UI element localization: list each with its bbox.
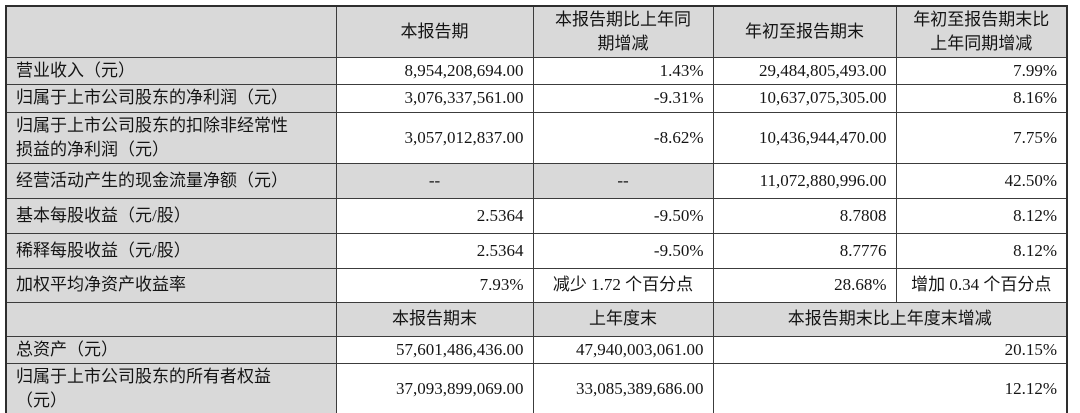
table-row-basic-eps: 基本每股收益（元/股） 2.5364 -9.50% 8.7808 8.12% (5, 197, 1068, 234)
column-header-end-of-period: 本报告期末 (335, 301, 534, 337)
column-header-ytd: 年初至报告期末 (712, 5, 897, 59)
cell-current-period-change: 减少 1.72 个百分点 (532, 267, 714, 303)
row-label: 加权平均净资产收益率 (5, 267, 337, 303)
table-row-revenue: 营业收入（元） 8,954,208,694.00 1.43% 29,484,80… (5, 57, 1068, 86)
cell-end-of-period: 57,601,486,436.00 (335, 335, 534, 364)
cell-end-of-period: 37,093,899,069.00 (335, 362, 534, 413)
table-row-weighted-avg-roe: 加权平均净资产收益率 7.93% 减少 1.72 个百分点 28.68% 增加 … (5, 267, 1068, 303)
row-label: 营业收入（元） (5, 57, 337, 86)
table-row-net-profit-excl-nonrecurring: 归属于上市公司股东的扣除非经常性 损益的净利润（元） 3,057,012,837… (5, 111, 1068, 164)
row-label: 稀释每股收益（元/股） (5, 232, 337, 269)
cell-current-period-change: -- (532, 162, 714, 199)
cell-ytd-change: 增加 0.34 个百分点 (895, 267, 1068, 303)
cell-current-period: 3,076,337,561.00 (335, 84, 534, 113)
cell-ytd: 8.7808 (712, 197, 897, 234)
cell-change: 12.12% (712, 362, 1068, 413)
cell-current-period-change: -9.31% (532, 84, 714, 113)
financial-summary-table: 本报告期 本报告期比上年同 期增减 年初至报告期末 年初至报告期末比 上年同期增… (5, 5, 1068, 413)
cell-end-of-prev-year: 47,940,003,061.00 (532, 335, 714, 364)
corner-cell (5, 301, 337, 337)
cell-ytd-change: 8.12% (895, 232, 1068, 269)
cell-ytd: 11,072,880,996.00 (712, 162, 897, 199)
cell-current-period-change: 1.43% (532, 57, 714, 86)
cell-ytd: 28.68% (712, 267, 897, 303)
column-header-ytd-change: 年初至报告期末比 上年同期增减 (895, 5, 1068, 59)
table-row-net-profit: 归属于上市公司股东的净利润（元） 3,076,337,561.00 -9.31%… (5, 84, 1068, 113)
cell-change: 20.15% (712, 335, 1068, 364)
row-label: 归属于上市公司股东的扣除非经常性 损益的净利润（元） (5, 111, 337, 164)
cell-ytd-change: 7.75% (895, 111, 1068, 164)
cell-current-period: 2.5364 (335, 197, 534, 234)
cell-end-of-prev-year: 33,085,389,686.00 (532, 362, 714, 413)
column-header-end-of-prev-year: 上年度末 (532, 301, 714, 337)
cell-ytd: 10,637,075,305.00 (712, 84, 897, 113)
cell-current-period: 7.93% (335, 267, 534, 303)
cell-current-period: -- (335, 162, 534, 199)
cell-current-period: 3,057,012,837.00 (335, 111, 534, 164)
table-row-shareholders-equity: 归属于上市公司股东的所有者权益 （元） 37,093,899,069.00 33… (5, 362, 1068, 413)
cell-ytd-change: 8.16% (895, 84, 1068, 113)
row-label: 归属于上市公司股东的所有者权益 （元） (5, 362, 337, 413)
cell-ytd: 29,484,805,493.00 (712, 57, 897, 86)
row-label: 总资产（元） (5, 335, 337, 364)
cell-current-period-change: -9.50% (532, 197, 714, 234)
cell-ytd-change: 8.12% (895, 197, 1068, 234)
row-label: 归属于上市公司股东的净利润（元） (5, 84, 337, 113)
row-label: 经营活动产生的现金流量净额（元） (5, 162, 337, 199)
cell-ytd: 10,436,944,470.00 (712, 111, 897, 164)
row-label: 基本每股收益（元/股） (5, 197, 337, 234)
cell-current-period-change: -8.62% (532, 111, 714, 164)
corner-cell (5, 5, 337, 59)
table-row-total-assets: 总资产（元） 57,601,486,436.00 47,940,003,061.… (5, 335, 1068, 364)
cell-ytd: 8.7776 (712, 232, 897, 269)
period-header-row: 本报告期 本报告期比上年同 期增减 年初至报告期末 年初至报告期末比 上年同期增… (5, 5, 1068, 59)
table-row-operating-cash-flow: 经营活动产生的现金流量净额（元） -- -- 11,072,880,996.00… (5, 162, 1068, 199)
cell-current-period: 2.5364 (335, 232, 534, 269)
cell-ytd-change: 7.99% (895, 57, 1068, 86)
cell-current-period-change: -9.50% (532, 232, 714, 269)
column-header-current-period: 本报告期 (335, 5, 534, 59)
position-header-row: 本报告期末 上年度末 本报告期末比上年度末增减 (5, 301, 1068, 337)
cell-ytd-change: 42.50% (895, 162, 1068, 199)
column-header-period-vs-prev-year-change: 本报告期末比上年度末增减 (712, 301, 1068, 337)
table-row-diluted-eps: 稀释每股收益（元/股） 2.5364 -9.50% 8.7776 8.12% (5, 232, 1068, 269)
cell-current-period: 8,954,208,694.00 (335, 57, 534, 86)
column-header-current-period-change: 本报告期比上年同 期增减 (532, 5, 714, 59)
